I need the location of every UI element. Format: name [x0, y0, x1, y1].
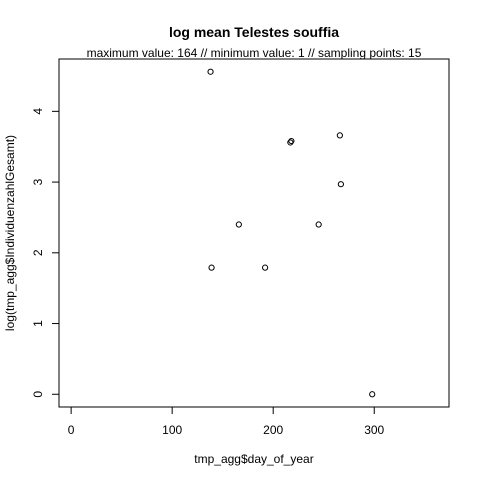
- data-point: [369, 391, 376, 398]
- y-tick-label: 3: [31, 178, 45, 185]
- data-point: [262, 264, 269, 271]
- y-tick-label: 4: [31, 108, 45, 115]
- x-tick-label: 100: [162, 423, 182, 437]
- y-tick-label: 2: [31, 249, 45, 256]
- data-points: [207, 68, 376, 398]
- y-axis: 0 1 2 3 4: [31, 108, 60, 398]
- data-point: [336, 132, 343, 139]
- data-point: [287, 139, 294, 146]
- x-axis: 0 100 200 300: [68, 406, 385, 437]
- chart-title: log mean Telestes souffia: [169, 24, 339, 40]
- data-point: [207, 68, 214, 75]
- x-tick-label: 200: [263, 423, 283, 437]
- data-point: [337, 181, 344, 188]
- data-point: [315, 221, 322, 228]
- x-axis-label: tmp_agg$day_of_year: [194, 452, 313, 466]
- data-point: [235, 221, 242, 228]
- x-tick-label: 0: [68, 423, 75, 437]
- y-tick-label: 0: [31, 391, 45, 398]
- y-tick-label: 1: [31, 320, 45, 327]
- chart-subtitle: maximum value: 164 // minimum value: 1 /…: [87, 46, 422, 60]
- x-tick-label: 300: [364, 423, 384, 437]
- data-point: [288, 137, 295, 145]
- y-axis-label: log(tmp_agg$IndividuenzahlGesamt): [3, 135, 17, 331]
- data-point: [208, 264, 215, 271]
